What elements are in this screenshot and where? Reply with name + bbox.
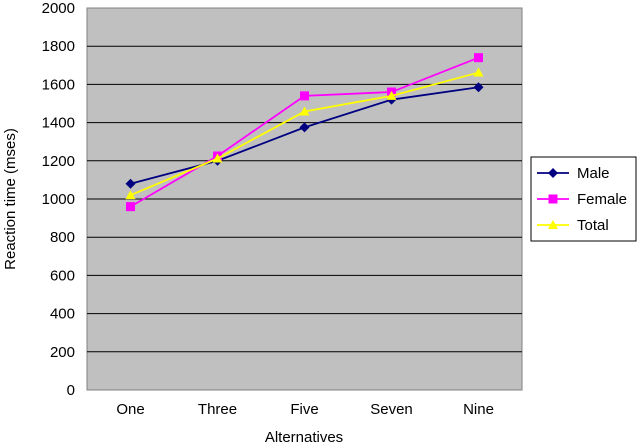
y-tick-label: 1000 [42, 191, 75, 208]
x-tick-label: Nine [463, 401, 494, 418]
y-tick-label: 1600 [42, 76, 75, 93]
y-tick-label: 1200 [42, 153, 75, 170]
y-tick-label: 1400 [42, 115, 75, 132]
data-point-diamond [125, 178, 136, 189]
legend-label: Male [577, 165, 610, 182]
legend-label: Total [577, 217, 609, 234]
x-tick-label: Three [198, 401, 237, 418]
legend-items: Male Female Total [537, 165, 627, 234]
legend-item: Male [537, 165, 610, 182]
y-tick-label: 400 [50, 306, 75, 323]
data-point-square [126, 202, 135, 212]
legend-item: Total [537, 217, 609, 234]
legend: Male Female Total [530, 156, 637, 242]
y-tick-label: 2000 [42, 0, 75, 17]
y-tick-label: 600 [50, 267, 75, 284]
data-point-diamond [548, 168, 558, 178]
data-point-triangle [386, 90, 397, 100]
y-axis-title: Reaction time (mses) [2, 128, 19, 270]
data-point-square [474, 53, 483, 63]
data-point-triangle [212, 153, 223, 163]
x-tick-label: Seven [370, 401, 413, 418]
data-point-triangle [473, 67, 484, 77]
data-point-triangle [299, 106, 310, 116]
y-tick-label: 200 [50, 344, 75, 361]
series-layer [125, 53, 484, 212]
data-point-square [548, 194, 558, 204]
x-axis-ticks: One Three Five Seven Nine [116, 401, 494, 418]
y-tick-label: 800 [50, 229, 75, 246]
data-point-triangle [125, 190, 136, 200]
x-axis-title: Alternatives [265, 429, 343, 446]
data-point-triangle [548, 220, 558, 229]
data-point-diamond [473, 82, 484, 93]
legend-item: Female [537, 191, 627, 208]
x-tick-label: Five [290, 401, 318, 418]
y-axis-ticks: 0 200 400 600 800 1000 1200 1400 1600 1800 2000 [42, 0, 75, 399]
gridlines [87, 45, 522, 353]
legend-label: Female [577, 191, 627, 208]
y-tick-label: 0 [67, 382, 75, 399]
x-tick-label: One [116, 401, 144, 418]
y-tick-label: 1800 [42, 38, 75, 55]
series-total [125, 67, 484, 200]
data-point-diamond [299, 122, 310, 133]
data-point-square [300, 91, 309, 101]
